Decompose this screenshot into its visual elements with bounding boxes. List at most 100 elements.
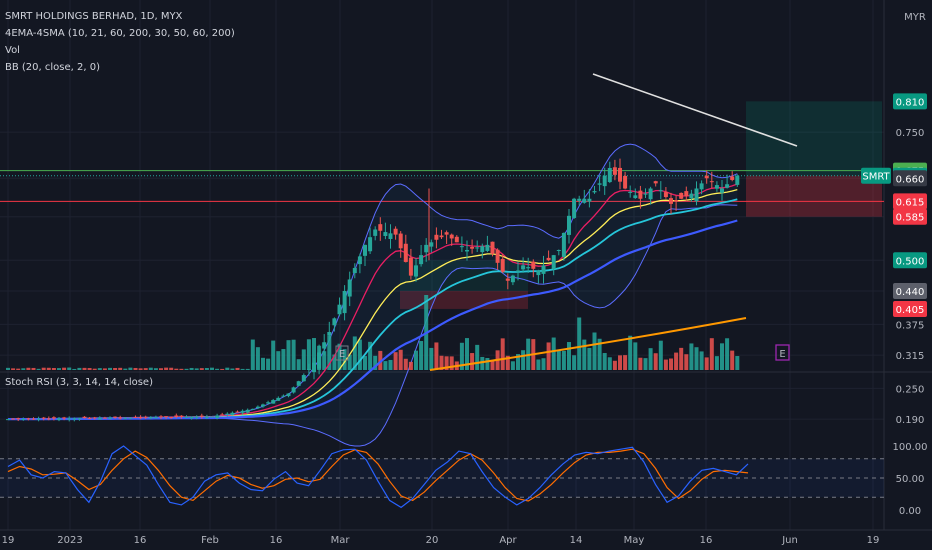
volume-bar — [612, 360, 617, 370]
stoch-k-line — [7, 445, 749, 509]
volume-indicator-label[interactable]: Vol — [5, 45, 20, 56]
candle-body — [368, 237, 373, 252]
candle-body — [434, 234, 439, 240]
candle-body — [587, 198, 592, 202]
candle-body — [31, 418, 36, 420]
volume-bar — [735, 356, 740, 370]
candle-body — [628, 191, 633, 193]
candle-body — [582, 198, 587, 203]
candle-body — [138, 417, 143, 419]
volume-bar — [684, 354, 689, 370]
volume-bar — [714, 356, 719, 370]
stoch-axis-label: 0.00 — [899, 506, 921, 517]
candle-body — [536, 270, 541, 276]
price-axis[interactable]: 0.8100.7500.6750.6650.6600.6150.5850.500… — [861, 93, 928, 517]
candle-body — [648, 188, 653, 200]
volume-bar — [383, 361, 388, 370]
volume-bar — [674, 352, 679, 370]
volume-bar — [709, 338, 714, 370]
stoch-d-line — [7, 448, 749, 502]
volume-bar — [577, 317, 582, 370]
price-axis-label: 0.250 — [896, 384, 925, 395]
volume-bar — [306, 339, 311, 370]
volume-bar — [36, 368, 41, 370]
volume-bar — [143, 368, 148, 370]
candle-body — [82, 416, 87, 419]
volume-bar — [414, 350, 418, 370]
candle-body — [291, 387, 296, 393]
candle-body — [16, 418, 21, 420]
volume-bar — [419, 341, 424, 370]
volume-bar — [153, 368, 158, 370]
candle-body — [429, 242, 434, 247]
volume-bar — [123, 368, 128, 370]
candle-body — [510, 275, 515, 283]
time-axis[interactable]: 19 2023 16 Feb 16 Mar 20 Apr 14 May 16 Jun 19 — [0, 529, 932, 546]
price-tag-bg — [893, 93, 927, 110]
volume-bar — [250, 339, 255, 370]
volume-bar — [77, 367, 82, 370]
candle-body — [470, 246, 475, 249]
volume-bar — [516, 354, 520, 370]
candle-body — [225, 413, 230, 415]
loss-zone — [746, 175, 882, 217]
volume-bar — [332, 354, 337, 370]
volume-bar — [618, 355, 622, 370]
candle-body — [36, 418, 41, 420]
volume-bar — [46, 367, 51, 370]
candle-body — [521, 265, 526, 270]
ema-indicator-label[interactable]: 4EMA-4SMA (10, 21, 60, 200, 30, 50, 60, … — [5, 28, 235, 39]
volume-bar — [633, 342, 638, 370]
position-boxes — [0, 101, 884, 309]
candle-body — [245, 409, 250, 413]
time-axis-label: May — [624, 535, 645, 546]
candle-body — [337, 304, 342, 315]
stoch-rsi-label[interactable]: Stoch RSI (3, 3, 14, 14, close) — [5, 377, 153, 388]
volume-bar — [291, 339, 296, 370]
volume-bar — [11, 368, 16, 370]
candle-body — [561, 232, 566, 257]
volume-bar — [322, 351, 327, 370]
grid-lines — [0, 0, 932, 530]
volume-bar — [689, 343, 694, 370]
candle-body — [77, 418, 82, 420]
candle-body — [281, 395, 286, 397]
candle-body — [342, 291, 347, 314]
volume-bar — [694, 347, 699, 370]
volume-bar — [582, 339, 587, 370]
candle-body — [87, 417, 92, 419]
candle-body — [602, 175, 607, 187]
volume-bar — [26, 367, 31, 370]
candle-body — [62, 417, 67, 419]
volume-bar — [102, 368, 107, 370]
volume-bar — [388, 359, 393, 370]
symbol-title[interactable]: SMRT HOLDINGS BERHAD, 1D, MYX — [5, 11, 183, 22]
volume-bar — [403, 358, 408, 370]
candle-body — [490, 241, 495, 254]
volume-bar — [164, 367, 169, 370]
volume-bar — [669, 358, 673, 370]
volume-bar — [276, 351, 281, 370]
candle-body — [113, 416, 118, 418]
volume-bar — [470, 353, 475, 370]
volume-bar — [347, 354, 352, 370]
price-tag-label: 0.615 — [896, 197, 925, 208]
candle-body — [475, 247, 480, 249]
volume-bar — [602, 353, 607, 370]
price-tag-label: 0.405 — [896, 305, 925, 316]
volume-bar — [230, 368, 235, 370]
volume-bar — [638, 357, 643, 370]
volume-bar — [21, 368, 26, 370]
candle-body — [322, 342, 327, 349]
volume-bar — [551, 337, 556, 370]
candle-body — [500, 258, 505, 272]
candle-body — [276, 397, 281, 401]
candle-body — [572, 198, 577, 218]
volume-bar — [327, 335, 332, 370]
candle-body — [653, 181, 658, 184]
candle-body — [679, 192, 684, 199]
volume-bar — [679, 347, 684, 370]
bb-indicator-label[interactable]: BB (20, close, 2, 0) — [5, 62, 100, 73]
candle-body — [118, 417, 123, 419]
